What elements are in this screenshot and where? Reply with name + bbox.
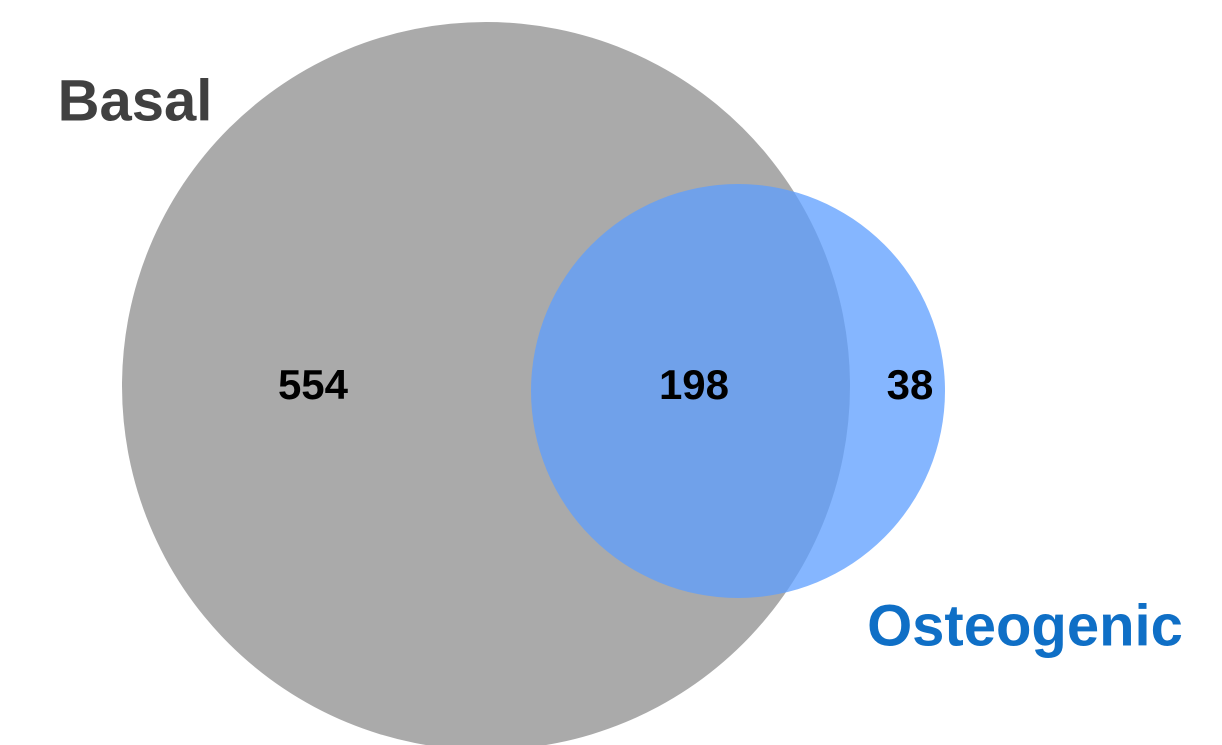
region-count: 198 (659, 361, 729, 408)
set-circle (531, 184, 945, 598)
set-label: Basal (58, 68, 213, 133)
region-count: 38 (887, 361, 934, 408)
region-count: 554 (278, 361, 349, 408)
set-label: Osteogenic (867, 593, 1183, 658)
